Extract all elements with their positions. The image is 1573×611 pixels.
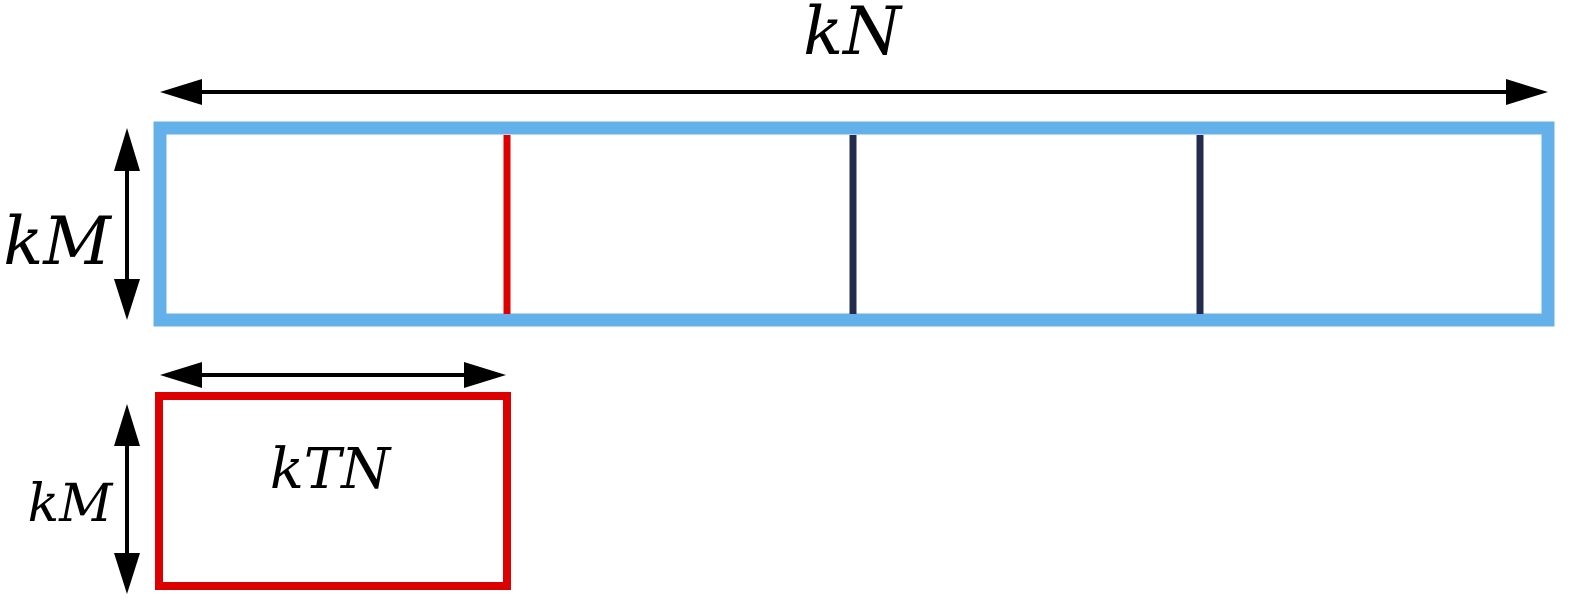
height-arrow-top-down-head — [114, 279, 140, 320]
height-label-bottom-kM: kM — [28, 474, 115, 534]
height-arrow-top-up-head — [114, 128, 140, 171]
height-arrow-bottom-down-head — [114, 553, 140, 594]
height-arrow-bottom — [114, 404, 140, 594]
width-arrow-left-head — [160, 79, 202, 105]
width-arrow-kN — [160, 79, 1548, 105]
outer-matrix-box — [153, 121, 1555, 327]
width-label-kN: kN — [803, 0, 903, 70]
tile-width-arrow-right-head — [464, 362, 506, 388]
tile-width-arrow-left-head — [160, 362, 202, 388]
width-arrow-right-head — [1506, 79, 1548, 105]
height-label-top-kM: kM — [3, 203, 112, 280]
tile-label-kTN: kTN — [270, 437, 392, 502]
height-arrow-bottom-up-head — [114, 404, 140, 446]
tile-width-arrow — [160, 362, 506, 388]
tile-box — [155, 392, 511, 590]
height-arrow-top — [114, 128, 140, 320]
